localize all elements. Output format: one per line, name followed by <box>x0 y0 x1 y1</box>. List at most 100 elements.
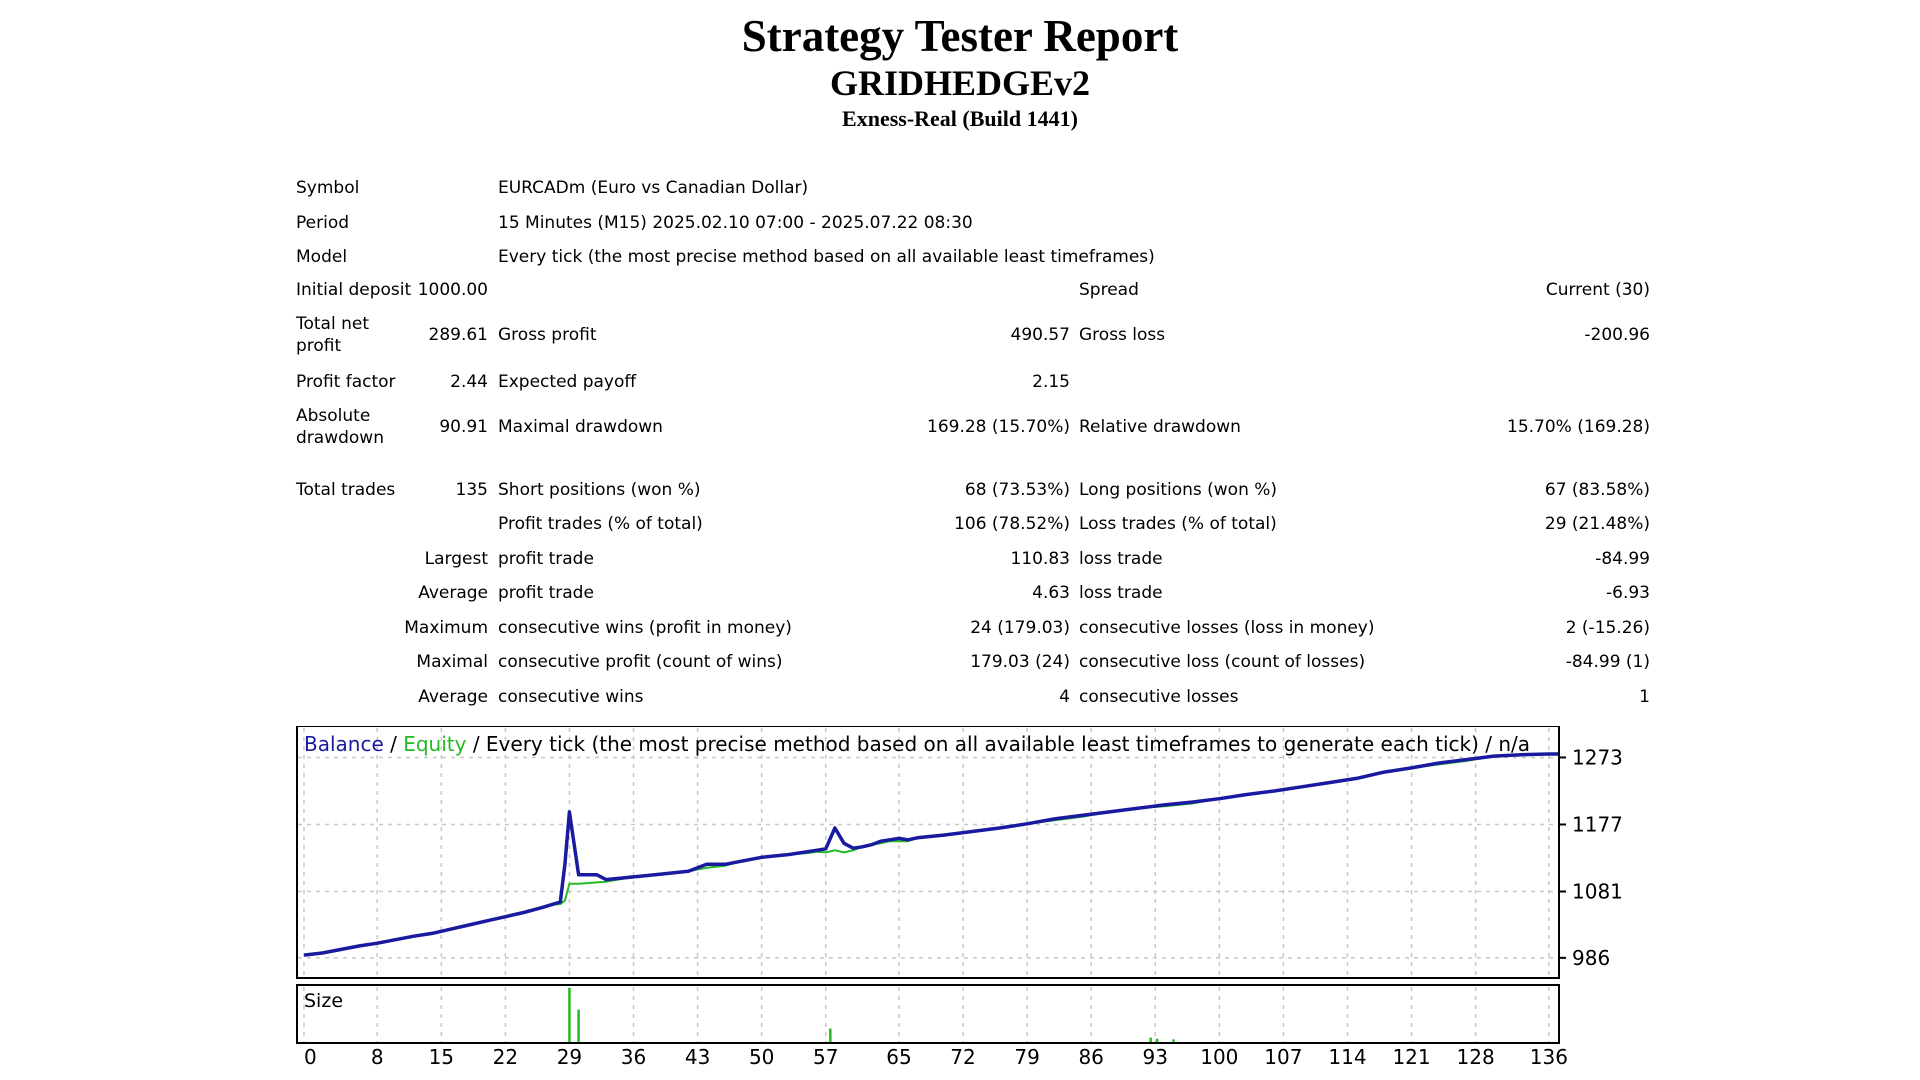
gross-profit-label: Gross profit <box>498 325 597 345</box>
short-positions-value: 68 (73.53%) <box>964 480 1070 500</box>
x-tick-label: 0 <box>304 1045 317 1066</box>
y-tick-label: 1177 <box>1572 812 1623 836</box>
legend-sep: / <box>384 732 403 756</box>
average-loss-label: loss trade <box>1079 583 1163 603</box>
balance-chart-svg: Balance / Equity / Every tick (the most … <box>296 725 1623 1069</box>
short-positions-label: Short positions (won %) <box>498 480 701 500</box>
max-consecutive-losses-label: consecutive losses (loss in money) <box>1079 618 1375 638</box>
maximal-consecutive-loss-value: -84.99 (1) <box>1565 652 1650 672</box>
y-ticks: 986 1081 1177 1273 <box>1559 745 1623 970</box>
x-tick-label: 8 <box>371 1045 384 1066</box>
relative-drawdown-value: 15.70% (169.28) <box>1507 417 1650 437</box>
expected-payoff-value: 2.15 <box>1032 372 1070 392</box>
chart-legend: Balance / Equity / Every tick (the most … <box>304 732 1530 756</box>
size-bars <box>568 988 1175 1042</box>
avg-consecutive-losses-label: consecutive losses <box>1079 687 1239 707</box>
x-tick-label: 43 <box>685 1045 710 1066</box>
largest-loss-value: -84.99 <box>1595 549 1650 569</box>
loss-trades-value: 29 (21.48%) <box>1544 514 1650 534</box>
size-label: Size <box>304 990 343 1012</box>
average-profit-label: profit trade <box>498 583 594 603</box>
report-title: Strategy Tester Report <box>741 11 1179 61</box>
x-tick-label: 72 <box>950 1045 975 1066</box>
server-info: Exness-Real (Build 1441) <box>842 106 1078 131</box>
x-tick-label: 107 <box>1264 1045 1302 1066</box>
expected-payoff-label: Expected payoff <box>498 372 637 392</box>
gross-profit-value: 490.57 <box>1010 325 1070 345</box>
absolute-drawdown-value: 90.91 <box>439 417 488 437</box>
largest-profit-label: profit trade <box>498 549 594 569</box>
avg-consecutive-wins-value: 4 <box>1059 687 1070 707</box>
x-tick-label: 22 <box>493 1045 518 1066</box>
avg-consecutive-wins-label: consecutive wins <box>498 687 644 707</box>
maximal-consecutive-profit-value: 179.03 (24) <box>970 652 1070 672</box>
maximum-label: Maximum <box>404 618 488 638</box>
long-positions-label: Long positions (won %) <box>1079 480 1278 500</box>
symbol-value: EURCADm (Euro vs Canadian Dollar) <box>498 178 809 198</box>
model-label: Model <box>296 247 348 267</box>
x-tick-label: 121 <box>1392 1045 1430 1066</box>
legend-balance: Balance <box>304 732 384 756</box>
balance-chart: Balance / Equity / Every tick (the most … <box>296 725 1676 1070</box>
profit-factor-label: Profit factor <box>296 372 396 392</box>
spread-label: Spread <box>1079 280 1139 300</box>
size-plot-frame <box>296 984 1560 1044</box>
total-trades-value: 135 <box>455 480 488 500</box>
x-tick-label: 86 <box>1078 1045 1103 1066</box>
legend-equity: Equity <box>403 732 466 756</box>
profit-trades-label: Profit trades (% of total) <box>498 514 703 534</box>
series-layer <box>303 752 1558 957</box>
x-tick-label: 36 <box>621 1045 646 1066</box>
gross-loss-value: -200.96 <box>1584 325 1650 345</box>
largest-label: Largest <box>424 549 488 569</box>
largest-loss-label: loss trade <box>1079 549 1163 569</box>
max-consecutive-losses-value: 2 (-15.26) <box>1565 618 1650 638</box>
x-ticks: 0 8 15 22 29 36 43 50 57 65 72 79 86 93 100 107 114 121 12… <box>304 1045 1568 1069</box>
legend-rest: / Every tick (the most precise method ba… <box>466 732 1530 756</box>
x-tick-label: 128 <box>1457 1045 1495 1066</box>
x-tick-label: 114 <box>1328 1045 1366 1066</box>
period-label: Period <box>296 213 350 233</box>
x-tick-label: 50 <box>749 1045 774 1066</box>
relative-drawdown-label: Relative drawdown <box>1079 417 1241 437</box>
x-tick-label: 136 <box>1530 1045 1568 1066</box>
max-consecutive-wins-value: 24 (179.03) <box>970 618 1070 638</box>
x-tick-label: 65 <box>886 1045 911 1066</box>
x-tick-label: 15 <box>429 1045 454 1066</box>
y-tick-label: 1081 <box>1572 880 1623 904</box>
x-tick-label: 29 <box>557 1045 582 1066</box>
maximal-label: Maximal <box>416 652 488 672</box>
x-tick-label: 93 <box>1143 1045 1168 1066</box>
average-profit-value: 4.63 <box>1032 583 1070 603</box>
average-loss-value: -6.93 <box>1606 583 1650 603</box>
x-tick-label: 79 <box>1014 1045 1039 1066</box>
avg-consecutive-losses-value: 1 <box>1639 687 1650 707</box>
loss-trades-label: Loss trades (% of total) <box>1079 514 1277 534</box>
equity-line <box>303 753 1558 957</box>
maximal-drawdown-label: Maximal drawdown <box>498 417 663 437</box>
y-tick-label: 986 <box>1572 946 1610 970</box>
balance-line <box>303 752 1558 957</box>
net-profit-value: 289.61 <box>428 325 488 345</box>
avg-label: Average <box>418 687 488 707</box>
largest-profit-value: 110.83 <box>1010 549 1070 569</box>
net-profit-label: Total net profit <box>296 314 370 356</box>
main-plot-frame <box>296 725 1560 979</box>
maximal-drawdown-value: 169.28 (15.70%) <box>927 417 1070 437</box>
grid <box>298 728 1558 1042</box>
period-value: 15 Minutes (M15) 2025.02.10 07:00 - 2025… <box>498 213 973 233</box>
initial-deposit-label: Initial deposit <box>296 280 412 300</box>
long-positions-value: 67 (83.58%) <box>1544 480 1650 500</box>
gross-loss-label: Gross loss <box>1079 325 1166 345</box>
profit-trades-value: 106 (78.52%) <box>954 514 1070 534</box>
total-trades-label: Total trades <box>296 480 396 500</box>
maximal-consecutive-profit-label: consecutive profit (count of wins) <box>498 652 783 672</box>
initial-deposit-value: 1000.00 <box>417 280 488 300</box>
symbol-label: Symbol <box>296 178 360 198</box>
model-value: Every tick (the most precise method base… <box>498 247 1155 267</box>
y-tick-label: 1273 <box>1572 745 1623 769</box>
spread-value: Current (30) <box>1545 280 1650 300</box>
average-label: Average <box>418 583 488 603</box>
profit-factor-value: 2.44 <box>450 372 488 392</box>
max-consecutive-wins-label: consecutive wins (profit in money) <box>498 618 792 638</box>
